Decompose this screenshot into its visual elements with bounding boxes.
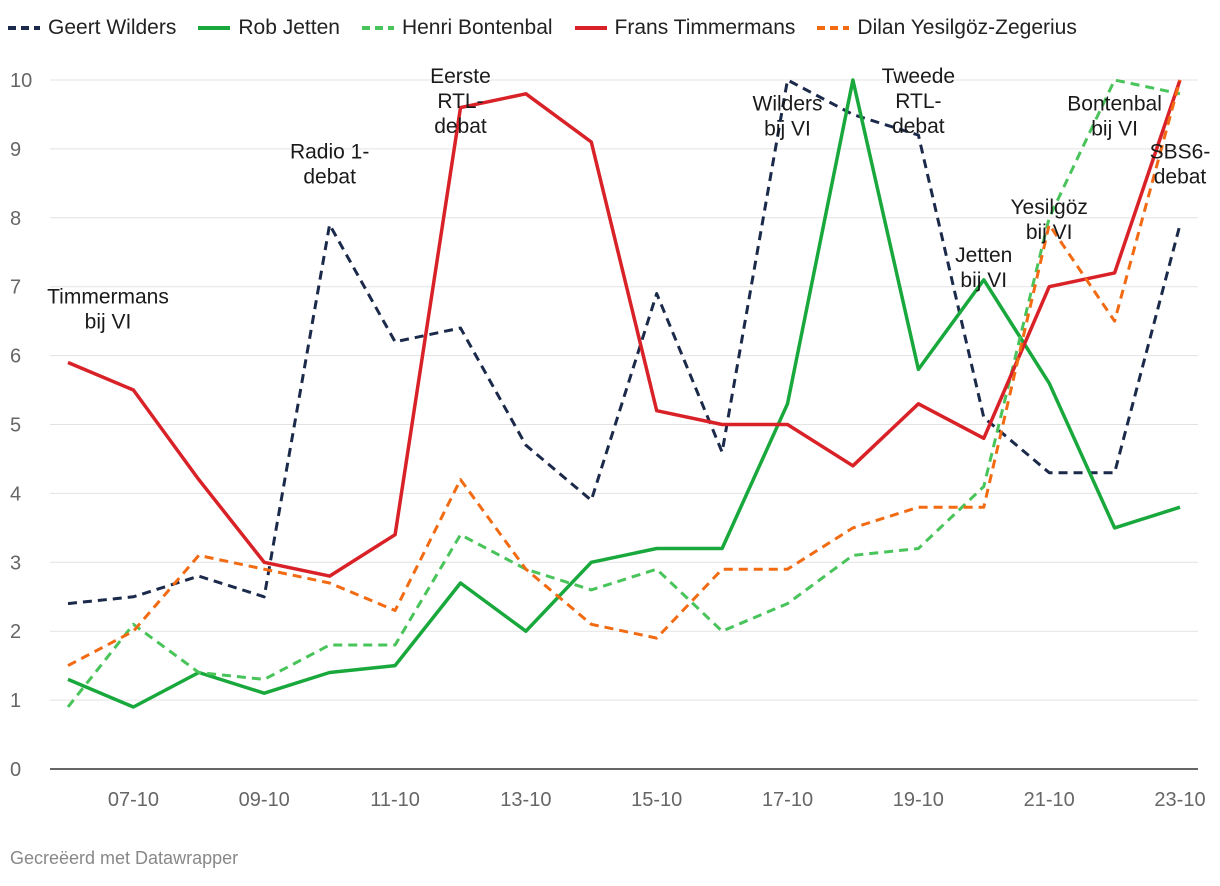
y-tick-label: 8: [10, 208, 21, 230]
annotation-label: SBS6-debat: [1150, 141, 1211, 189]
legend-label: Geert Wilders: [48, 16, 177, 39]
annotation-label: Tweede RTL-debat: [882, 65, 956, 138]
chart-grid: [50, 79, 1198, 701]
annotation-line: debat: [892, 115, 945, 138]
x-tick-label: 09-10: [239, 789, 290, 811]
y-tick-label: 0: [10, 759, 21, 781]
legend-item-geert-wilders: Geert Wilders: [8, 16, 176, 40]
annotation-line: bij VI: [960, 269, 1007, 292]
annotation-line: Eerste: [430, 65, 491, 88]
x-tick-label: 15-10: [631, 789, 682, 811]
series-line-dilan-yesilgoz-zegerius: [67, 79, 1182, 667]
legend-label: Rob Jetten: [238, 16, 340, 39]
y-tick-label: 9: [10, 139, 21, 161]
annotation-line: RTL-: [895, 90, 941, 113]
annotation-label: Radio 1-debat: [290, 141, 369, 189]
chart-series: [66, 78, 1182, 709]
legend-item-dilan-yesilgoz-zegerius: Dilan Yesilgöz-Zegerius: [817, 16, 1077, 40]
annotation-label: Yesilgöz bij VI: [1010, 196, 1087, 244]
annotation-line: Bontenbal: [1067, 92, 1162, 115]
legend-swatch: [8, 26, 40, 30]
x-axis: 07-10 09-10 11-10 13-10 15-10 17-10 19-10 21-10…: [50, 768, 1206, 811]
y-tick-label: 3: [10, 552, 21, 574]
annotation-line: Yesilgöz: [1010, 196, 1087, 219]
legend-item-henri-bontenbal: Henri Bontenbal: [361, 16, 553, 40]
y-tick-label: 4: [10, 483, 21, 505]
annotation-line: SBS6-: [1150, 141, 1211, 164]
annotation-line: Tweede: [882, 65, 956, 88]
y-axis: 0 1 2 3 4 5 6 7 8 9 10: [10, 70, 32, 781]
series-line-frans-timmermans: [67, 79, 1182, 578]
annotation-line: Radio 1-: [290, 141, 369, 164]
annotation-label: Jetten bij VI: [955, 244, 1012, 292]
annotation-label: Wilders bij VI: [753, 92, 823, 140]
x-tick-label: 23-10: [1154, 789, 1205, 811]
y-tick-label: 1: [10, 690, 21, 712]
x-tick-label: 17-10: [762, 789, 813, 811]
annotation-line: Timmermans: [47, 285, 169, 308]
annotation-line: bij VI: [1091, 117, 1138, 140]
annotation-line: bij VI: [85, 310, 132, 333]
annotation-line: debat: [1154, 166, 1207, 189]
x-tick-label: 21-10: [1024, 789, 1075, 811]
legend-label: Henri Bontenbal: [401, 16, 553, 39]
series-line-henri-bontenbal: [66, 78, 1181, 708]
annotation-label: Timmermans bij VI: [47, 285, 169, 333]
x-tick-label: 13-10: [500, 789, 551, 811]
y-tick-label: 7: [10, 277, 21, 299]
y-tick-label: 6: [10, 346, 21, 368]
y-tick-label: 10: [10, 70, 32, 92]
legend-item-frans-timmermans: Frans Timmermans: [574, 16, 796, 40]
annotation-line: RTL-: [437, 90, 483, 113]
legend-swatch: [817, 26, 850, 30]
legend-swatch: [574, 26, 607, 30]
legend-item-rob-jetten: Rob Jetten: [198, 16, 340, 40]
x-tick-label: 07-10: [108, 789, 159, 811]
annotation-line: debat: [303, 166, 356, 189]
legend-label: Dilan Yesilgöz-Zegerius: [857, 16, 1077, 39]
y-tick-label: 5: [10, 415, 21, 437]
annotation-label: Bontenbal bij VI: [1067, 92, 1162, 140]
line-chart: 0 1 2 3 4 5 6 7 8 9 10 07-10 09-10 11-10 13-10 15-10 17…: [10, 65, 1210, 811]
y-tick-label: 2: [10, 621, 21, 643]
annotation-line: bij VI: [1026, 221, 1073, 244]
chart-legend: Geert Wilders Rob Jetten Henri Bontenbal Fr…: [8, 10, 1077, 46]
legend-swatch: [361, 26, 394, 30]
annotation-line: Wilders: [753, 92, 823, 115]
annotation-line: bij VI: [764, 117, 811, 140]
x-tick-label: 11-10: [370, 789, 420, 811]
chart-credit: Gecreëerd met Datawrapper: [10, 848, 239, 868]
x-tick-label: 19-10: [893, 789, 944, 811]
annotation-label: Eerste RTL-debat: [430, 65, 491, 138]
legend-label: Frans Timmermans: [614, 16, 796, 39]
legend-swatch: [198, 26, 231, 30]
annotation-line: Jetten: [955, 244, 1012, 267]
series-line-rob-jetten: [67, 78, 1181, 709]
annotation-line: debat: [434, 115, 487, 138]
